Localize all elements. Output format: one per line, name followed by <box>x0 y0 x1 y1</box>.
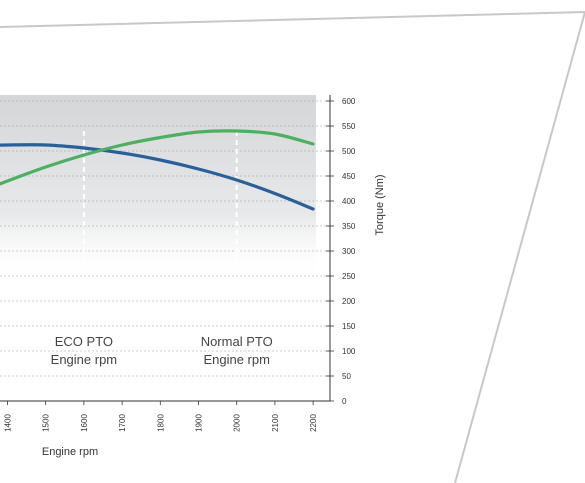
y-tick-label: 150 <box>342 322 356 331</box>
x-tick-label: 1900 <box>195 414 204 432</box>
y-tick-label: 50 <box>342 372 351 381</box>
x-tick-label: 2000 <box>233 414 242 432</box>
y-tick-label: 350 <box>342 222 356 231</box>
x-tick-label: 1800 <box>156 414 165 432</box>
y-tick-label: 300 <box>342 247 356 256</box>
y-tick-label: 600 <box>342 97 356 106</box>
y-tick-label: 450 <box>342 172 356 181</box>
grid-lines <box>0 100 330 377</box>
y-tick-label: 0 <box>342 397 347 406</box>
x-tick-label: 1700 <box>118 414 127 432</box>
x-axis-title: Engine rpm <box>42 446 98 458</box>
page-border <box>0 10 585 483</box>
annotations: ECO PTO Engine rpm Normal PTO Engine rpm <box>51 334 273 367</box>
area-fill <box>0 95 316 280</box>
y-tick-label: 550 <box>342 122 356 131</box>
y-tick-label: 200 <box>342 297 356 306</box>
annotation-line2: Engine rpm <box>51 352 117 367</box>
annotation-line1: ECO PTO <box>55 334 113 349</box>
x-tick-label: 1600 <box>80 414 89 432</box>
x-tick-label: 1400 <box>4 414 13 432</box>
y-tick-label: 500 <box>342 147 356 156</box>
annotation-line2: Engine rpm <box>203 352 269 367</box>
y-axis: 0 50 100 150 200 250 300 350 400 450 500 550 600 <box>326 95 356 406</box>
x-axis: 1400 1500 1600 1700 1800 1900 2000 2100 2200 <box>0 400 330 432</box>
y-tick-label: 400 <box>342 197 356 206</box>
x-tick-label: 1500 <box>42 414 51 432</box>
y-axis-title: Torque (Nm) <box>374 174 386 235</box>
y-tick-label: 250 <box>342 272 356 281</box>
series-line-2 <box>0 129 315 186</box>
x-tick-label: 2200 <box>309 414 318 432</box>
series-group <box>0 129 315 211</box>
annotation-line1: Normal PTO <box>201 334 273 349</box>
y-tick-label: 100 <box>342 347 356 356</box>
x-tick-label: 2100 <box>271 414 280 432</box>
